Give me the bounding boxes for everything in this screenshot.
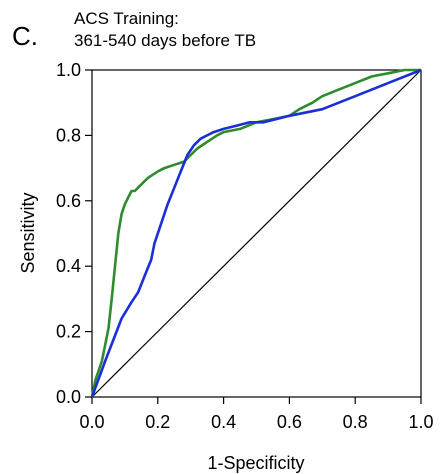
plot-frame (91, 69, 422, 398)
x-tick-label: 0.6 (277, 412, 302, 432)
y-axis-label: Sensitivity (18, 192, 38, 273)
roc-curve-green (90, 68, 421, 398)
chart-title-line-1: ACS Training: (74, 9, 179, 28)
y-tick-label: 0.8 (56, 125, 81, 145)
y-tick-label: 0.6 (56, 191, 81, 211)
y-tick-label: 1.0 (56, 60, 81, 80)
panel-label: C. (12, 21, 38, 51)
plot-series (90, 68, 422, 398)
x-tick-label: 0.4 (211, 412, 236, 432)
x-tick-label: 0.8 (343, 412, 368, 432)
y-tick-label: 0.2 (56, 322, 81, 342)
roc-curve-blue (90, 68, 422, 398)
chance-diagonal-line (91, 69, 422, 398)
y-tick-label: 0.4 (56, 256, 81, 276)
x-tick-label: 0.2 (145, 412, 170, 432)
chart-title-line-2: 361-540 days before TB (74, 31, 256, 50)
axis-ticks: 0.0 0.2 0.4 0.6 0.8 1.0 0.0 0.2 0.4 0.6 0.8 1.0 (56, 60, 434, 432)
x-tick-label: 1.0 (408, 412, 433, 432)
x-tick-label: 0.0 (79, 412, 104, 432)
y-tick-label: 0.0 (56, 387, 81, 407)
x-axis-label: 1-Specificity (207, 453, 304, 473)
